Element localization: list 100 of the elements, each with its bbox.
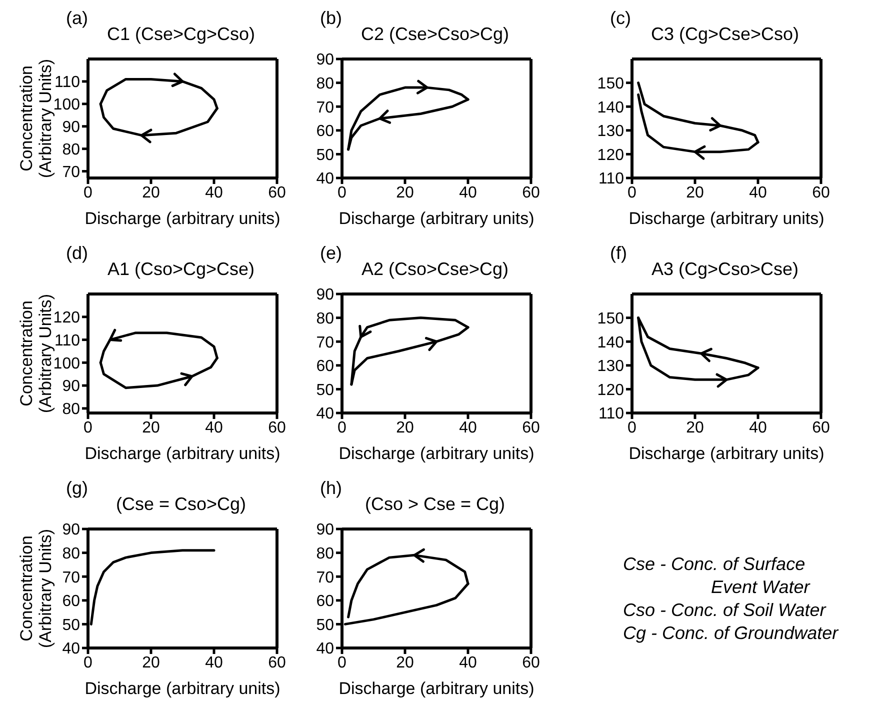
y-tick-label: 40 <box>316 640 334 658</box>
x-axis-title: Discharge (arbitrary units) <box>84 444 280 463</box>
x-tick-label: 20 <box>396 184 414 202</box>
chart-title: C1 (Cse>Cg>Cso) <box>106 24 256 44</box>
y-tick-label: 150 <box>597 75 624 92</box>
y-tick-label: 100 <box>53 96 80 114</box>
y-tick-label: 80 <box>62 545 80 562</box>
x-tick-label: 60 <box>268 184 286 202</box>
y-tick-label: 130 <box>597 358 624 376</box>
y-tick-label: 50 <box>316 616 334 634</box>
x-tick-label: 40 <box>459 184 477 202</box>
x-tick-label: 40 <box>459 654 477 672</box>
x-tick-label: 0 <box>338 654 347 672</box>
y-tick-label: 70 <box>62 569 80 586</box>
y-tick-label: 60 <box>316 358 334 376</box>
y-tick-label: 70 <box>62 164 80 181</box>
x-tick-label: 20 <box>396 419 414 436</box>
x-tick-label: 20 <box>142 184 160 202</box>
x-tick-label: 20 <box>396 654 414 672</box>
y-tick-label: 80 <box>316 310 334 328</box>
text: (b) <box>320 8 342 29</box>
y-tick-label: 80 <box>316 545 334 562</box>
x-tick-label: 40 <box>749 184 767 202</box>
x-tick-label: 20 <box>686 184 704 202</box>
x-tick-label: 60 <box>812 419 830 436</box>
x-tick-label: 20 <box>142 419 160 436</box>
y-tick-label: 100 <box>53 355 80 372</box>
y-tick-label: 110 <box>54 74 80 92</box>
y-tick-label: 40 <box>316 170 334 188</box>
chart-title: A1 (Cso>Cg>Cse) <box>107 259 255 279</box>
x-tick-label: 40 <box>205 419 223 436</box>
x-tick-label: 40 <box>205 654 223 672</box>
y-tick-label: 120 <box>597 146 624 164</box>
x-tick-label: 40 <box>749 419 767 436</box>
y-tick-label: 110 <box>598 406 624 423</box>
x-axis-title: Discharge (arbitrary units) <box>84 209 280 228</box>
x-tick-label: 60 <box>812 184 830 202</box>
y-tick-label: 150 <box>597 310 624 328</box>
chart-title: (Cse = Cso>Cg) <box>116 494 246 514</box>
y-tick-label: 80 <box>316 75 334 92</box>
y-tick-label: 50 <box>316 146 334 164</box>
x-tick-label: 60 <box>268 419 286 436</box>
y-tick-label: 140 <box>597 99 624 116</box>
y-tick-label: 90 <box>316 286 334 304</box>
y-tick-label: 40 <box>62 640 80 658</box>
text: (h) <box>320 478 342 499</box>
y-tick-label: 60 <box>316 123 334 140</box>
y-tick-label: 90 <box>316 522 334 539</box>
text: (g) <box>66 478 88 499</box>
text: Cg - Conc. of Groundwater <box>623 622 840 645</box>
x-tick-label: 0 <box>84 654 93 672</box>
y-axis-title: Concentration (Arbitrary Units) <box>17 294 55 414</box>
y-tick-label: 110 <box>54 332 80 350</box>
x-tick-label: 60 <box>522 419 540 436</box>
text: (e) <box>320 243 342 264</box>
text: (d) <box>66 243 88 264</box>
x-tick-label: 60 <box>522 654 540 672</box>
x-tick-label: 60 <box>522 184 540 202</box>
chart-title: A3 (Cg>Cso>Cse) <box>650 259 800 280</box>
y-tick-label: 90 <box>316 52 334 69</box>
text: (a) <box>66 8 88 29</box>
y-tick-label: 90 <box>62 119 80 136</box>
x-tick-label: 0 <box>84 184 93 202</box>
chart-title: C3 (Cg>Cse>Cso) <box>650 24 800 45</box>
y-tick-label: 50 <box>62 616 80 634</box>
x-axis-title: Discharge (arbitrary units) <box>628 209 824 228</box>
text: Cso - Conc. of Soil Water <box>623 599 828 622</box>
text: (c) <box>610 8 631 29</box>
chart-title: C2 (Cse>Cso>Cg) <box>360 24 510 44</box>
y-tick-label: 60 <box>62 593 80 610</box>
y-axis-title: Concentration (Arbitrary Units) <box>17 528 55 648</box>
y-tick-label: 90 <box>62 378 80 396</box>
y-tick-label: 50 <box>316 382 334 399</box>
x-tick-label: 20 <box>686 419 704 436</box>
y-axis-title: Concentration (Arbitrary Units) <box>17 58 55 178</box>
x-axis-title: Discharge (arbitrary units) <box>84 679 280 698</box>
x-tick-label: 20 <box>142 654 160 672</box>
y-tick-label: 130 <box>597 123 624 140</box>
y-tick-label: 70 <box>316 334 334 352</box>
x-tick-label: 0 <box>338 184 347 202</box>
y-tick-label: 60 <box>316 593 334 610</box>
x-axis-title: Discharge (arbitrary units) <box>338 209 534 228</box>
chart-title: A2 (Cso>Cse>Cg) <box>361 259 509 279</box>
y-tick-label: 70 <box>316 569 334 586</box>
x-tick-label: 60 <box>268 654 286 672</box>
y-tick-label: 120 <box>53 310 80 327</box>
y-tick-label: 120 <box>597 382 624 399</box>
x-tick-label: 0 <box>84 419 93 436</box>
x-axis-title: Discharge (arbitrary units) <box>338 444 534 463</box>
y-tick-label: 110 <box>598 170 624 188</box>
chart-title: (Cso > Cse = Cg) <box>364 494 506 514</box>
x-tick-label: 40 <box>459 419 477 436</box>
text: (f) <box>610 243 627 264</box>
y-tick-label: 80 <box>62 401 80 418</box>
y-tick-label: 80 <box>62 141 80 158</box>
x-axis-title: Discharge (arbitrary units) <box>338 679 534 698</box>
x-axis-title: Discharge (arbitrary units) <box>628 444 824 463</box>
x-tick-label: 0 <box>628 184 637 202</box>
x-tick-label: 0 <box>338 419 347 436</box>
x-tick-label: 40 <box>205 184 223 202</box>
